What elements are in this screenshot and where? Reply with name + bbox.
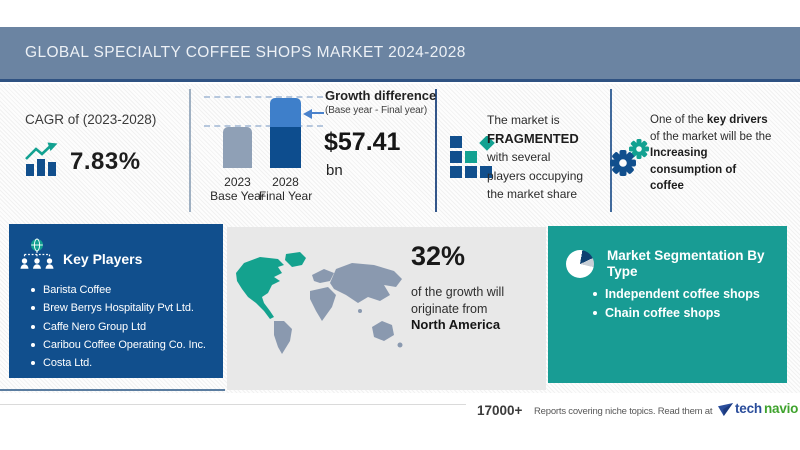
regional-share-value: 32% bbox=[411, 241, 466, 271]
bullet-icon bbox=[31, 343, 35, 348]
regional-text: of the growth will originate from North … bbox=[411, 285, 505, 332]
gridline-final-year bbox=[204, 96, 323, 98]
key-drivers-text: One of the key drivers of the market wil… bbox=[650, 114, 772, 192]
world-map bbox=[236, 252, 403, 354]
divider-vertical-3 bbox=[610, 89, 612, 212]
cagr-label: CAGR of (2023-2028) bbox=[25, 112, 157, 127]
key-players-panel: Key Players Barista Coffee Brew Berrys H… bbox=[9, 224, 223, 378]
list-item: Barista Coffee bbox=[31, 281, 206, 299]
bullet-icon bbox=[593, 291, 597, 296]
cagr-value: 7.83% bbox=[70, 148, 141, 175]
segmentation-list: Independent coffee shops Chain coffee sh… bbox=[593, 284, 760, 322]
gears-icon bbox=[610, 139, 649, 176]
key-players-title: Key Players bbox=[63, 251, 143, 267]
growth-arrow-icon bbox=[303, 109, 312, 119]
bar-2028-base-segment bbox=[270, 127, 301, 168]
footer-accent-line bbox=[0, 389, 225, 391]
key-players-list: Barista Coffee Brew Berrys Hospitality P… bbox=[31, 281, 206, 372]
list-item: Chain coffee shops bbox=[593, 303, 760, 322]
fragmented-text: The market is FRAGMENTED with several pl… bbox=[487, 113, 584, 201]
bar-label-2023: 2023 Base Year bbox=[210, 175, 265, 203]
segmentation-panel: Market Segmentation By Type Independent … bbox=[548, 226, 787, 383]
paper-plane-icon bbox=[718, 403, 733, 416]
reports-count: 17000+ bbox=[477, 403, 523, 418]
bullet-icon bbox=[31, 288, 35, 293]
growth-difference-subtitle: (Base year - Final year) bbox=[325, 105, 428, 116]
list-item: Caffe Nero Group Ltd bbox=[31, 318, 206, 336]
page-title: GLOBAL SPECIALTY COFFEE SHOPS MARKET 202… bbox=[25, 44, 466, 61]
fragmented-squares-icon bbox=[450, 136, 495, 178]
list-item: Independent coffee shops bbox=[593, 284, 760, 303]
divider-vertical-2 bbox=[435, 89, 437, 212]
footer-note: Reports covering niche topics. Read them… bbox=[534, 406, 713, 417]
growth-arrow-line bbox=[311, 112, 324, 114]
bar-2028-growth-segment bbox=[270, 98, 301, 127]
header-bar: GLOBAL SPECIALTY COFFEE SHOPS MARKET 202… bbox=[0, 27, 800, 82]
list-item: Brew Berrys Hospitality Pvt Ltd. bbox=[31, 299, 206, 317]
bar-2023-base-year bbox=[223, 127, 252, 168]
list-item: Caribou Coffee Operating Co. Inc. bbox=[31, 336, 206, 354]
bullet-icon bbox=[31, 306, 35, 311]
brand-text-navio: navio bbox=[763, 401, 799, 416]
brand-text-tech: tech bbox=[735, 401, 762, 416]
list-item: Costa Ltd. bbox=[31, 354, 206, 372]
segmentation-title: Market Segmentation By Type bbox=[607, 248, 765, 279]
divider-vertical-1 bbox=[189, 89, 191, 212]
bar-label-2028: 2028 Final Year bbox=[258, 175, 313, 203]
people-network-icon bbox=[20, 238, 54, 269]
regional-panel: 32% of the growth will originate from No… bbox=[227, 227, 546, 390]
footer-divider bbox=[0, 404, 466, 405]
gridline-base-year bbox=[204, 125, 323, 127]
bullet-icon bbox=[31, 361, 35, 366]
growth-chart-icon bbox=[25, 142, 58, 176]
pie-chart-icon bbox=[566, 250, 594, 278]
bullet-icon bbox=[31, 324, 35, 329]
bullet-icon bbox=[593, 310, 597, 315]
growth-difference-value: $57.41 bbox=[324, 128, 401, 156]
bar-2028-final-year bbox=[270, 98, 301, 168]
growth-difference-title: Growth difference bbox=[325, 88, 437, 103]
growth-difference-unit: bn bbox=[326, 162, 343, 179]
